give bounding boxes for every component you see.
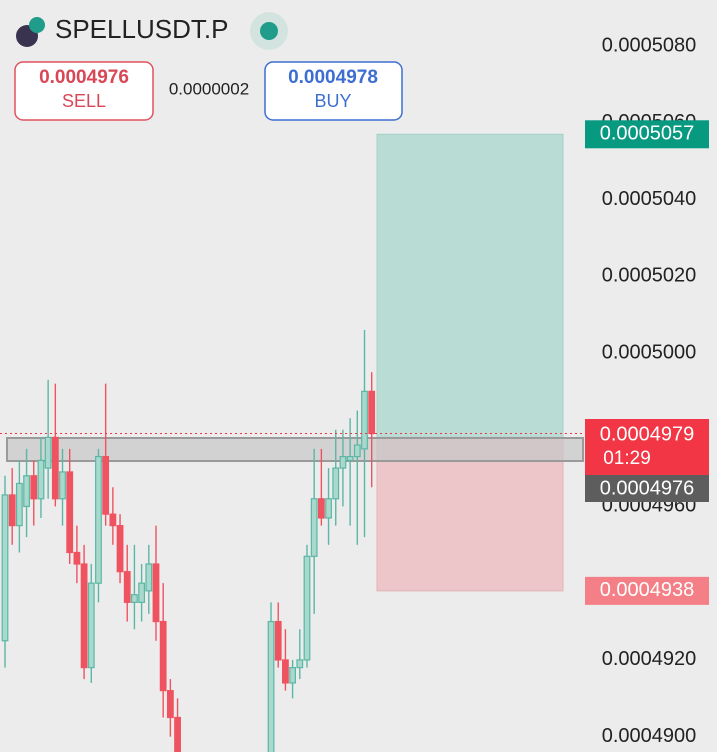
candle-body [73,551,81,565]
y-tick-label: 0.0005040 [602,188,697,210]
sell-price: 0.0004976 [39,67,129,88]
bid-label-bg [585,475,709,502]
candle-body [152,563,160,623]
y-tick-label: 0.0005080 [602,34,697,56]
y-tick-label: 0.0005000 [602,341,697,363]
candle-body [166,690,174,719]
candle-body [346,455,354,462]
candle-body [339,455,347,469]
candle-body [37,459,45,500]
candle-body [80,563,88,669]
candle-body [353,444,361,458]
bid-label: 0.0004976 [600,477,695,499]
candle-body [361,390,368,450]
buy-caption: BUY [314,91,351,111]
profit-zone [376,133,564,438]
sell-button[interactable] [14,61,154,121]
candle-body [138,582,146,603]
candle-body [174,716,181,752]
candle-body [274,620,282,661]
symbol: SPELLUSDT.P [55,14,228,44]
take-profit-label-bg [585,120,709,149]
candle-body [289,666,296,684]
candle-body [145,563,153,592]
last-price-label: 0.0004979 [600,423,695,445]
spread: 0.0000002 [169,79,249,98]
candle-body [368,390,376,435]
candle-body [282,659,289,684]
y-tick-label: 0.0004900 [602,725,697,747]
sell-caption: SELL [62,91,106,111]
countdown: 01:29 [603,448,651,469]
candle-body [95,455,102,584]
stop-loss-label-bg [585,576,709,605]
buy-price: 0.0004978 [288,67,378,88]
candle-body [317,498,325,519]
status-dot[interactable] [260,22,278,40]
candle-body [303,555,311,661]
buy-button[interactable] [264,61,403,121]
candle-body [131,594,138,603]
candle-body [267,620,275,752]
candle-body [51,436,59,500]
y-tick-label: 0.0005020 [602,265,697,287]
candle-body [116,525,124,573]
candle-body [159,620,167,692]
y-tick-label: 0.0004920 [602,648,697,670]
range-box [6,437,584,462]
candle-body [325,498,332,519]
candle-body [44,436,52,469]
stop-loss-label: 0.0004938 [600,579,695,601]
candle-body [8,494,16,527]
candle-body [332,467,340,500]
take-profit-label: 0.0005057 [600,123,695,145]
exchange-icon [29,17,45,33]
candle-body [87,582,95,669]
candle-body [66,471,74,554]
candle-body [15,482,23,527]
candle-body [23,475,30,508]
candle-body [310,498,318,557]
last-price-label-bg [585,419,709,475]
candle-body [30,475,38,500]
candle-body [296,659,304,669]
candle-body [59,471,66,500]
loss-zone [376,436,564,592]
candle-body [109,513,117,527]
candle-body [1,494,9,642]
header: SPELLUSDT.P 0.0004976 SELL 0.0000002 0.0… [14,12,403,121]
candle-body [123,571,131,603]
candle-body [102,455,110,515]
